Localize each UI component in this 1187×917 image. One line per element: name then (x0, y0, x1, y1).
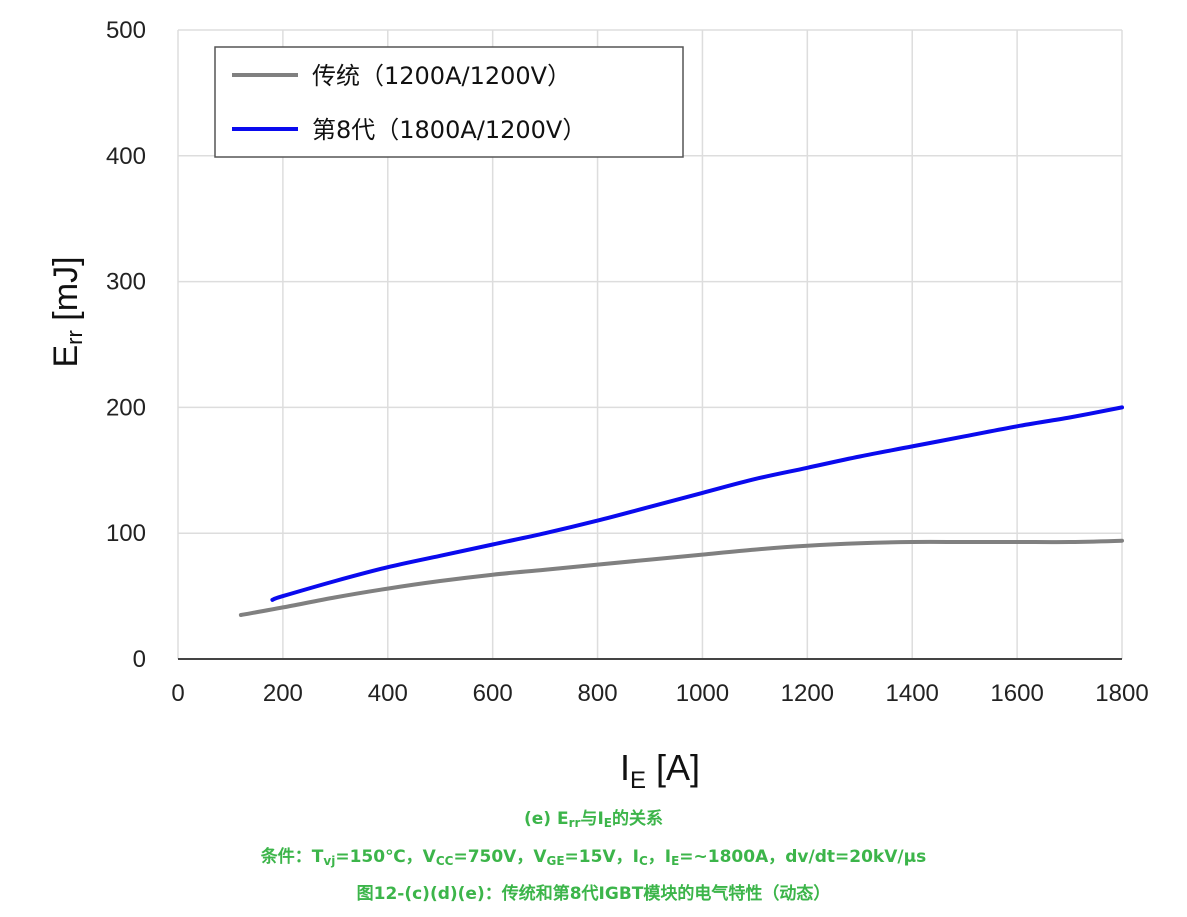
chart: 0 200 400 600 800 1000 1200 1400 1600 1800 0 100 20… (47, 17, 1149, 794)
x-tick-labels: 0 200 400 600 800 1000 1200 1400 1600 1800 (171, 680, 1148, 707)
series-line-conventional (238, 538, 1124, 617)
x-tick-label: 200 (263, 680, 303, 707)
x-axis-title-sub: E (630, 767, 646, 794)
y-axis-title-main: E (47, 345, 85, 368)
x-tick-label: 0 (171, 680, 184, 707)
x-tick-label: 1400 (886, 680, 939, 707)
legend-box (214, 46, 684, 158)
x-tick-label: 600 (473, 680, 513, 707)
y-axis-title-sub: rr (62, 330, 87, 345)
axes (177, 30, 1122, 660)
caption-line-1: (e) Err与IE的关系 (524, 809, 663, 830)
legend-label-conventional: 传统（1200A/1200V） (312, 62, 571, 90)
y-tick-label: 100 (106, 520, 146, 547)
legend: 传统（1200A/1200V） 第8代（1800A/1200V） (214, 46, 684, 158)
series-lines (238, 405, 1124, 617)
y-axis-title: Err [mJ] (47, 256, 87, 367)
y-tick-label: 300 (106, 269, 146, 296)
y-tick-label: 200 (106, 394, 146, 421)
x-axis-title-unit: [A] (656, 747, 700, 788)
series-line-gen8 (270, 405, 1124, 602)
x-tick-label: 800 (578, 680, 618, 707)
caption-line-2: 条件：Tvj=150℃，VCC=750V，VGE=15V，IC，IE=~1800… (260, 847, 927, 868)
svg-text:Err [mJ]: Err [mJ] (47, 256, 87, 367)
y-axis-title-unit: [mJ] (47, 256, 85, 320)
x-tick-label: 1600 (990, 680, 1043, 707)
y-tick-label: 0 (133, 646, 146, 673)
legend-label-gen8: 第8代（1800A/1200V） (312, 116, 586, 144)
y-tick-label: 400 (106, 143, 146, 170)
x-tick-label: 1000 (676, 680, 729, 707)
y-tick-label: 500 (106, 17, 146, 44)
svg-text:IE [A]: IE [A] (620, 747, 700, 794)
caption-line-3: 图12-(c)(d)(e)：传统和第8代IGBT模块的电气特性（动态） (356, 884, 831, 904)
y-tick-labels: 0 100 200 300 400 500 (106, 17, 146, 673)
x-axis-title-main: I (620, 747, 630, 788)
x-tick-label: 1200 (781, 680, 834, 707)
x-tick-label: 400 (368, 680, 408, 707)
x-axis-title: IE [A] (620, 747, 700, 794)
x-tick-label: 1800 (1095, 680, 1148, 707)
